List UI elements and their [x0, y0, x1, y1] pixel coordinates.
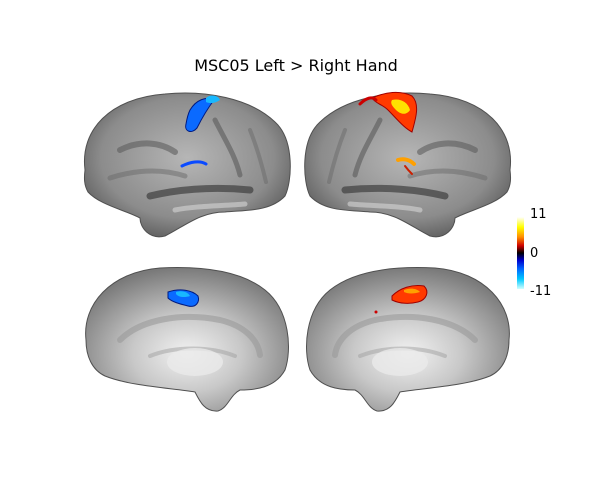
right-lateral-view	[304, 91, 512, 238]
right-medial-view	[306, 267, 510, 412]
figure-title: MSC05 Left > Right Hand	[194, 56, 398, 75]
left-medial-hemisphere	[85, 267, 289, 412]
left-medial-view	[85, 267, 289, 412]
colorbar	[517, 217, 524, 289]
colorbar-mid-label: 0	[530, 246, 539, 261]
right-medial-hemisphere	[306, 267, 510, 412]
right-lateral-hemisphere	[304, 92, 512, 238]
left-lateral-view	[83, 92, 291, 238]
colorbar-max-label: 11	[530, 207, 547, 222]
colorbar-min-label: -11	[530, 284, 552, 299]
